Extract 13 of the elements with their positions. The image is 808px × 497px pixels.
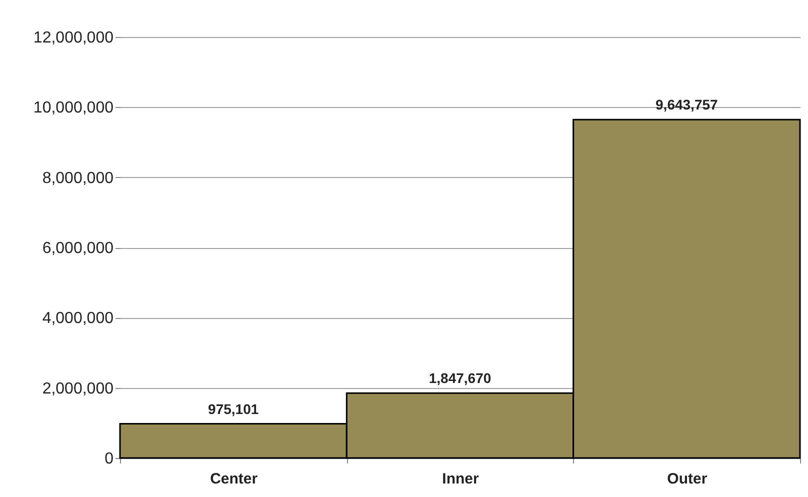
y-tick-label: 12,000,000 [33,30,114,46]
y-tick-label: 8,000,000 [42,170,114,187]
y-tick-label: 10,000,000 [33,100,114,117]
x-tick-label: Inner [442,470,479,488]
data-label: 975,101 [208,400,259,417]
y-tick-label: 0 [104,450,114,468]
data-label: 1,847,670 [428,370,492,386]
y-tick-label: 6,000,000 [42,240,114,257]
y-tick-label: 2,000,000 [42,380,114,398]
x-tick-label: Center [210,470,258,488]
x-tick-label: Outer [667,470,708,488]
y-tick-label: 4,000,000 [42,310,114,328]
data-label: 9,643,757 [656,96,718,113]
